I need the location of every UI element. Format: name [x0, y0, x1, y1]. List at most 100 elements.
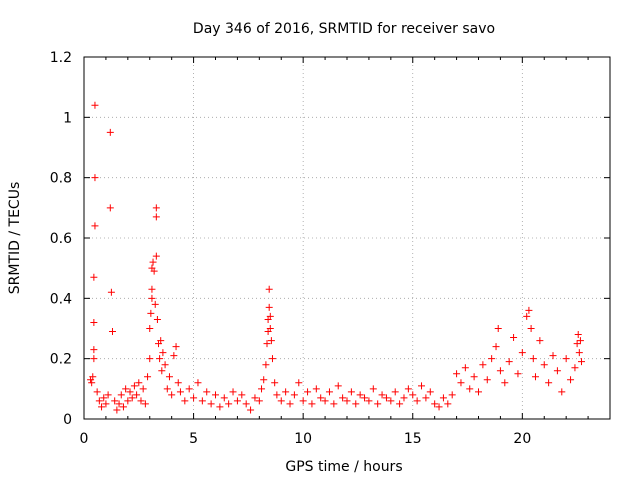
data-point: [308, 400, 316, 408]
data-point: [387, 397, 395, 405]
data-point: [159, 349, 167, 357]
data-point: [168, 391, 176, 399]
data-point: [374, 400, 382, 408]
data-point: [343, 397, 351, 405]
data-point: [576, 337, 584, 345]
data-point: [137, 397, 145, 405]
data-point: [247, 406, 255, 414]
data-point: [461, 364, 469, 372]
axis-ticks: 0 5 10 15 20 0 0.2 0.4 0.6 0.8 1 1.2: [50, 50, 610, 447]
data-point: [352, 400, 360, 408]
data-point: [378, 391, 386, 399]
data-point: [271, 379, 279, 387]
data-point: [163, 385, 171, 393]
data-point: [501, 379, 509, 387]
data-point: [391, 388, 399, 396]
data-point: [295, 379, 303, 387]
data-point: [124, 397, 132, 405]
data-point: [330, 400, 338, 408]
data-point: [431, 400, 439, 408]
data-point: [100, 394, 108, 402]
data-point: [93, 388, 101, 396]
data-point: [198, 397, 206, 405]
data-point: [233, 397, 241, 405]
y-tick-label: 1: [63, 110, 72, 126]
data-point: [470, 373, 478, 381]
data-point: [525, 306, 533, 314]
data-point: [365, 397, 373, 405]
y-tick-label: 0.4: [50, 291, 72, 307]
data-point: [382, 394, 390, 402]
data-point: [102, 400, 110, 408]
data-point: [562, 355, 570, 363]
data-point: [404, 385, 412, 393]
data-point: [108, 328, 116, 336]
data-point: [334, 382, 342, 390]
data-point: [165, 373, 173, 381]
data-point: [185, 385, 193, 393]
x-tick-label: 15: [404, 431, 422, 447]
data-point: [146, 325, 154, 332]
data-point: [361, 394, 369, 402]
data-point: [488, 355, 496, 363]
data-point: [150, 267, 158, 275]
data-point: [91, 101, 99, 109]
data-point: [152, 213, 160, 221]
data-point: [573, 340, 581, 348]
data-point: [176, 388, 184, 396]
data-point: [435, 403, 443, 411]
data-point: [347, 388, 355, 396]
data-point: [146, 355, 154, 363]
data-point: [144, 373, 152, 381]
data-point: [268, 355, 276, 363]
data-point: [409, 391, 417, 399]
data-point: [339, 394, 347, 402]
data-point: [265, 303, 273, 311]
y-tick-label: 1.2: [50, 50, 72, 66]
data-point: [475, 388, 482, 396]
data-point: [203, 388, 211, 396]
data-point: [531, 373, 539, 381]
data-point: [95, 397, 103, 405]
data-point: [286, 400, 294, 408]
data-point: [317, 394, 325, 402]
data-point: [527, 325, 535, 332]
data-point: [453, 370, 461, 378]
data-point: [216, 403, 224, 411]
data-point: [113, 406, 121, 414]
data-point: [413, 397, 421, 405]
data-point: [299, 397, 307, 405]
data-point: [158, 367, 166, 375]
data-point: [242, 400, 250, 408]
data-point: [496, 367, 504, 375]
data-point: [133, 391, 141, 399]
data-point: [156, 355, 164, 363]
data-point: [558, 388, 566, 396]
data-point: [426, 388, 434, 396]
data-point: [448, 391, 456, 399]
data-point: [545, 379, 553, 387]
data-point: [104, 391, 112, 399]
y-tick-label: 0: [63, 412, 72, 428]
data-point: [290, 391, 298, 399]
data-point: [466, 385, 474, 393]
grid: [84, 57, 610, 419]
data-point: [90, 346, 98, 354]
data-point: [304, 388, 312, 396]
data-point: [220, 394, 228, 402]
data-point: [106, 128, 114, 136]
data-point: [260, 376, 268, 384]
data-point: [479, 361, 487, 369]
data-point: [266, 325, 274, 332]
x-tick-label: 0: [80, 431, 89, 447]
data-point: [229, 388, 237, 396]
data-point: [157, 337, 165, 345]
data-point: [251, 394, 259, 402]
data-point: [263, 340, 271, 348]
data-point: [90, 355, 98, 363]
data-point: [255, 397, 263, 405]
data-point: [98, 403, 106, 411]
chart-title: Day 346 of 2016, SRMTID for receiver sav…: [193, 21, 495, 37]
data-point: [119, 403, 127, 411]
data-point: [207, 400, 215, 408]
